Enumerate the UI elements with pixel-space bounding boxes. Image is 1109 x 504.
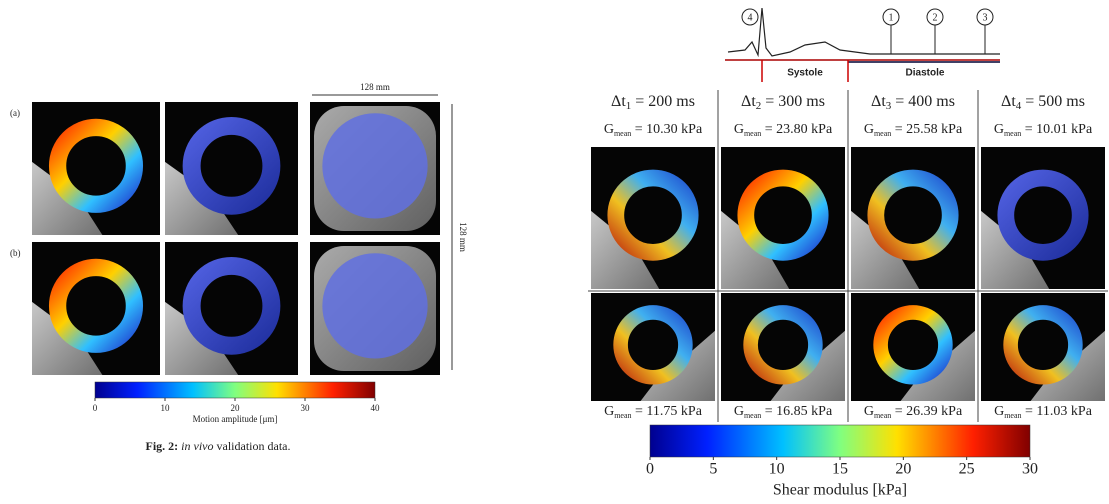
label-symbol: G (604, 404, 614, 419)
label-value: = 10.01 kPa (1021, 122, 1093, 137)
label-subscript: mean (1004, 411, 1021, 420)
label-symbol: Δt (1001, 93, 1016, 110)
colorbar-tick-label: 15 (832, 461, 848, 478)
column-label: Δt4 = 500 ms (1001, 93, 1085, 112)
label-value: = 300 ms (761, 93, 825, 110)
column-label: Gmean = 11.75 kPa (604, 404, 703, 420)
ecg-marker-label: 4 (748, 12, 753, 23)
label-subscript: mean (744, 129, 761, 138)
colorbar-tick-label: 30 (1022, 461, 1038, 478)
label-symbol: G (864, 122, 874, 137)
colorbar-tick-label: 0 (646, 461, 654, 478)
colorbar-tick-label: 10 (161, 403, 171, 413)
column-label: Gmean = 10.01 kPa (994, 122, 1093, 138)
label-value: = 200 ms (631, 93, 695, 110)
label-subscript: mean (874, 129, 891, 138)
label-symbol: G (994, 122, 1004, 137)
column-label: Gmean = 10.30 kPa (604, 122, 703, 138)
phase-label: Systole (787, 68, 823, 79)
label-subscript: mean (744, 411, 761, 420)
colorbar-tick-label: 5 (709, 461, 717, 478)
label-symbol: Δt (871, 93, 886, 110)
colorbar (95, 382, 375, 398)
ecg-marker-label: 3 (983, 12, 988, 23)
ecg-marker-label: 1 (889, 12, 894, 23)
colorbar-tick-label: 30 (301, 403, 311, 413)
right-figure: Systole Diastole 4 1 2 3 Δt1 = 200 ms Gmean = 1… (588, 8, 1108, 499)
ecg-marker-label: 2 (933, 12, 938, 23)
overlay (322, 253, 427, 358)
row-label: (a) (10, 108, 20, 118)
label-value: = 10.30 kPa (631, 122, 703, 137)
column-label: Gmean = 23.80 kPa (734, 122, 833, 138)
label-symbol: G (994, 404, 1004, 419)
width-label: 128 mm (360, 82, 390, 92)
label-value: = 25.58 kPa (891, 122, 963, 137)
label-symbol: G (734, 404, 744, 419)
label-value: = 11.75 kPa (632, 404, 703, 419)
label-symbol: G (604, 122, 614, 137)
figure-page: (a)(b)128 mm128 mm010203040Motion amplit… (0, 0, 1109, 504)
left-figure: (a) (b) 128 mm 128 mm 0 10 20 30 40 Motion amplit… (10, 82, 468, 453)
colorbar-tick-label: 0 (93, 403, 98, 413)
label-value: = 16.85 kPa (761, 404, 833, 419)
label-value: = 500 ms (1021, 93, 1085, 110)
label-value: = 11.03 kPa (1022, 404, 1093, 419)
colorbar (650, 425, 1030, 457)
caption: Fig. 2: in vivo validation data. (146, 439, 291, 453)
column-label: Gmean = 16.85 kPa (734, 404, 833, 420)
colorbar-tick-label: 10 (769, 461, 785, 478)
colorbar-label: Shear modulus [kPa] (773, 482, 907, 499)
column-label: Δt2 = 300 ms (741, 93, 825, 112)
ecg-trace (728, 8, 1000, 56)
label-value: = 26.39 kPa (891, 404, 963, 419)
row-label: (b) (10, 248, 21, 258)
label-symbol: G (864, 404, 874, 419)
column-label: Gmean = 25.58 kPa (864, 122, 963, 138)
overlay (322, 113, 427, 218)
column-label: Gmean = 26.39 kPa (864, 404, 963, 420)
colorbar-label: Motion amplitude [μm] (193, 414, 278, 424)
column-label: Δt1 = 200 ms (611, 93, 695, 112)
label-subscript: mean (614, 129, 631, 138)
height-label: 128 mm (458, 222, 468, 252)
label-subscript: mean (1004, 129, 1021, 138)
caption-text: validation data. (214, 439, 291, 453)
colorbar-tick-label: 20 (231, 403, 241, 413)
colorbar-tick-label: 20 (895, 461, 911, 478)
label-subscript: mean (874, 411, 891, 420)
phase-label: Diastole (906, 68, 945, 79)
column-label: Gmean = 11.03 kPa (994, 404, 1093, 420)
label-value: = 23.80 kPa (761, 122, 833, 137)
label-symbol: G (734, 122, 744, 137)
caption-italic: in vivo (181, 439, 213, 453)
caption-number: Fig. 2: (146, 439, 179, 453)
colorbar-tick-label: 40 (371, 403, 381, 413)
column-label: Δt3 = 400 ms (871, 93, 955, 112)
colorbar-tick-label: 25 (959, 461, 975, 478)
label-subscript: mean (614, 411, 631, 420)
label-symbol: Δt (741, 93, 756, 110)
label-symbol: Δt (611, 93, 626, 110)
label-value: = 400 ms (891, 93, 955, 110)
